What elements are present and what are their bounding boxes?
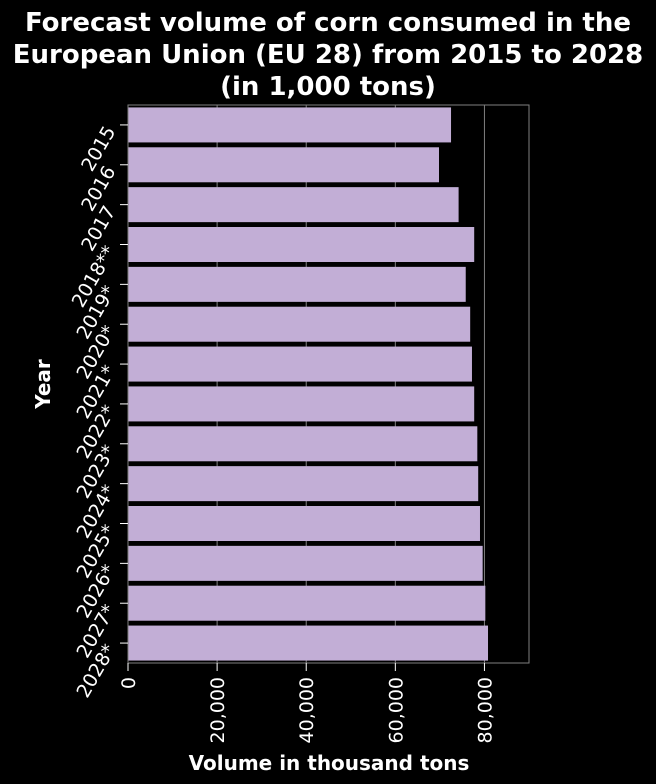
bar-2018 [128,227,475,262]
x-tick-label: 40,000 [296,677,318,743]
bar-2017 [128,187,459,223]
bar-2026 [128,545,483,581]
plot-frame [127,104,530,664]
chart-title-line: European Union (EU 28) from 2015 to 2028 [13,40,643,70]
x-axis-title: Volume in thousand tons [189,751,470,775]
x-tick-label: 20,000 [207,677,229,743]
bar-2024 [128,466,479,502]
bar-2019 [128,266,466,302]
x-tick-label: 80,000 [474,677,496,743]
chart-title: Forecast volume of corn consumed in the E… [13,8,643,102]
chart-title-line: (in 1,000 tons) [220,72,436,102]
x-tick-label: 60,000 [385,677,407,743]
bar-2016 [128,147,439,183]
bar-2022 [128,386,475,422]
bar-2027 [128,585,486,621]
bar-2023 [128,426,478,462]
x-tick-label: 0 [118,677,140,689]
bar-2021 [128,346,472,382]
bar-2025 [128,506,480,541]
y-axis-title: Year [31,359,55,410]
bar-2015 [128,107,452,143]
plot-area [120,104,530,671]
chart-title-line: Forecast volume of corn consumed in the [25,8,631,38]
bar-2020 [128,306,471,342]
bar-2028 [128,625,489,661]
